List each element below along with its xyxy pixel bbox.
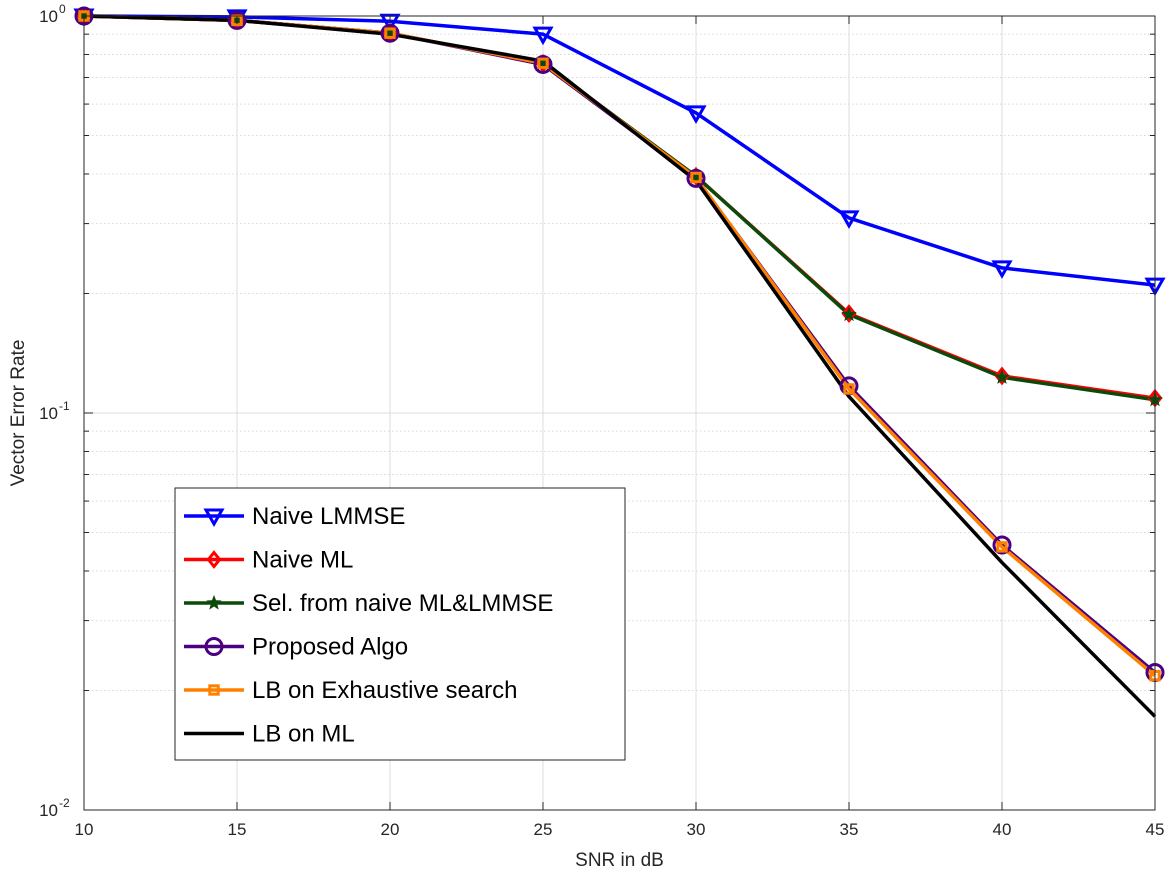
y-tick-label-exponent: 0 [59, 2, 66, 16]
marker-circle [204, 637, 224, 656]
axis-ticks [83, 15, 1156, 811]
x-tick-labels: 10 15 20 25 30 35 40 45 [75, 820, 1165, 839]
marker-square [690, 171, 702, 184]
x-axis-label: SNR in dB [575, 850, 664, 871]
marker-diamond [206, 550, 222, 569]
x-tick-label: 40 [993, 820, 1012, 839]
marker-circle [380, 23, 400, 43]
x-tick-label: 30 [687, 820, 706, 839]
marker-circle [992, 535, 1012, 555]
marker-triangle-down [685, 105, 707, 124]
legend-label: Sel. from naive ML&LMMSE [252, 590, 553, 617]
y-tick-label-exponent: -1 [59, 399, 70, 413]
marker-star [206, 594, 222, 610]
legend: Naive LMMSE Naive ML Sel. from naive ML&LM… [174, 487, 626, 761]
legend-label: Proposed Algo [252, 634, 408, 661]
y-axis-label: Vector Error Rate [8, 340, 29, 487]
series-line [83, 14, 1157, 718]
marker-square [537, 57, 549, 70]
legend-label: Naive ML [252, 547, 353, 574]
y-tick-label: 10 [39, 801, 58, 820]
marker-star [841, 306, 857, 322]
marker-star [994, 369, 1010, 384]
y-tick-label: 10 [39, 404, 58, 423]
y-tick-label-exponent: -2 [59, 796, 70, 810]
x-tick-label: 45 [1146, 820, 1165, 839]
x-tick-label: 10 [75, 820, 94, 839]
marker-triangle-down [532, 26, 554, 46]
marker-circle [533, 54, 553, 74]
marker-square [208, 684, 220, 696]
legend-box [174, 487, 626, 761]
marker-diamond [994, 366, 1010, 386]
marker-square [384, 27, 396, 39]
marker-square [996, 541, 1008, 553]
marker-triangle-down [838, 210, 860, 229]
y-tick-label: 10 [39, 7, 58, 26]
marker-square [843, 383, 855, 395]
legend-label: LB on Exhaustive search [252, 677, 518, 704]
marker-triangle-down [203, 508, 225, 528]
series-lines [83, 14, 1157, 718]
marker-circle [227, 10, 247, 30]
legend-label: Naive LMMSE [252, 503, 405, 530]
x-tick-label: 15 [228, 820, 247, 839]
series-markers [73, 6, 1166, 682]
marker-circle [686, 168, 706, 188]
x-tick-label: 20 [381, 820, 400, 839]
legend-label: LB on ML [252, 721, 355, 748]
x-tick-label: 35 [840, 820, 859, 839]
marker-diamond [841, 304, 857, 323]
marker-triangle-down [379, 13, 401, 33]
series-line [83, 14, 1156, 287]
marker-triangle-down [991, 260, 1013, 279]
x-tick-label: 25 [534, 820, 553, 839]
